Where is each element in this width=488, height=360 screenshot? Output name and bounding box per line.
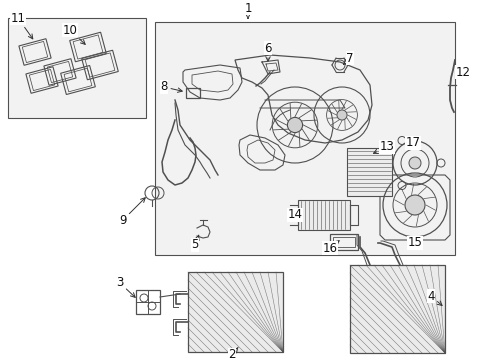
Bar xyxy=(136,290,160,314)
Bar xyxy=(8,18,146,118)
Text: 10: 10 xyxy=(62,23,85,44)
Text: 11: 11 xyxy=(10,12,33,39)
Bar xyxy=(185,88,200,98)
Bar xyxy=(346,148,391,196)
Bar xyxy=(349,265,444,353)
Text: 1: 1 xyxy=(244,1,251,18)
Circle shape xyxy=(404,195,424,215)
Text: 15: 15 xyxy=(407,237,422,249)
Text: 14: 14 xyxy=(287,208,302,221)
Text: 2: 2 xyxy=(228,347,238,360)
Text: 13: 13 xyxy=(373,140,394,153)
Circle shape xyxy=(287,117,302,132)
Text: 9: 9 xyxy=(119,198,145,226)
Text: 17: 17 xyxy=(405,136,420,149)
Bar xyxy=(297,200,349,230)
Text: 5: 5 xyxy=(191,235,199,252)
Circle shape xyxy=(408,157,420,169)
Circle shape xyxy=(336,110,346,120)
Text: 8: 8 xyxy=(160,81,182,94)
Text: 16: 16 xyxy=(322,241,339,255)
Text: 4: 4 xyxy=(427,289,441,306)
Bar xyxy=(329,234,357,250)
Text: 12: 12 xyxy=(454,66,469,78)
Bar xyxy=(332,237,354,247)
Text: 7: 7 xyxy=(343,51,353,64)
Bar xyxy=(155,22,454,255)
Text: 3: 3 xyxy=(116,276,135,297)
Bar xyxy=(187,272,283,352)
Text: 6: 6 xyxy=(264,41,271,61)
